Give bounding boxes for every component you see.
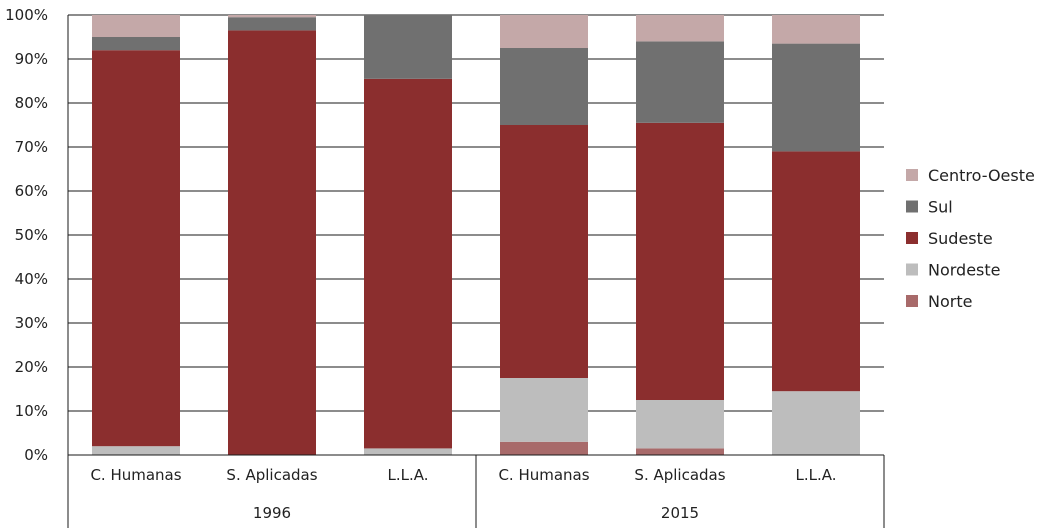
x-tick-label: S. Aplicadas [634, 466, 725, 484]
bar-segment-sul [92, 37, 180, 51]
bar-segment-sudeste [772, 151, 860, 392]
legend-swatch [906, 169, 918, 181]
y-tick-label: 0% [24, 446, 48, 464]
legend-label: Sudeste [928, 229, 993, 248]
x-tick-label: L.L.A. [387, 466, 428, 484]
bar-segment-sul [228, 17, 316, 31]
legend-label: Centro-Oeste [928, 166, 1035, 185]
bar-segment-nordeste [500, 378, 588, 442]
legend-swatch [906, 263, 918, 276]
bar-segment-centro-oeste [228, 15, 316, 18]
bar-segment-centro-oeste [92, 15, 180, 37]
bar-segment-sudeste [636, 122, 724, 401]
x-tick-label: C. Humanas [90, 466, 181, 484]
bar-segment-nordeste [92, 446, 180, 455]
legend-label: Sul [928, 198, 953, 217]
x-tick-label: S. Aplicadas [226, 466, 317, 484]
y-tick-label: 50% [15, 226, 48, 244]
group-label: 1996 [253, 504, 291, 522]
y-tick-label: 40% [15, 270, 48, 288]
bar-segment-centro-oeste [772, 15, 860, 44]
legend-swatch [906, 295, 918, 307]
y-tick-label: 30% [15, 314, 48, 332]
bar-segment-norte [500, 441, 588, 455]
x-tick-label: C. Humanas [498, 466, 589, 484]
bar-segment-sul [500, 48, 588, 125]
bar-segment-nordeste [364, 448, 452, 455]
legend-label: Norte [928, 292, 972, 311]
y-tick-label: 10% [15, 402, 48, 420]
y-tick-label: 70% [15, 138, 48, 156]
bar-segment-centro-oeste [636, 15, 724, 42]
bar-segment-sudeste [92, 50, 180, 447]
bar-segment-sul [364, 15, 452, 79]
x-tick-label: L.L.A. [795, 466, 836, 484]
bar-segment-nordeste [772, 391, 860, 455]
bar-segment-sul [772, 43, 860, 152]
y-tick-label: 20% [15, 358, 48, 376]
group-label: 2015 [661, 504, 699, 522]
y-tick-label: 80% [15, 94, 48, 112]
bar-segment-norte [636, 448, 724, 455]
legend-label: Nordeste [928, 261, 1001, 280]
legend-swatch [906, 200, 918, 213]
y-tick-label: 90% [15, 50, 48, 68]
bar-segment-centro-oeste [500, 15, 588, 48]
y-tick-label: 60% [15, 182, 48, 200]
bar-segment-sudeste [364, 78, 452, 449]
bar-segment-sul [636, 41, 724, 123]
legend-swatch [906, 232, 918, 244]
bar-segment-nordeste [636, 400, 724, 449]
y-tick-label: 100% [5, 6, 48, 24]
bar-segment-sudeste [500, 125, 588, 378]
bar-segment-sudeste [228, 30, 316, 456]
